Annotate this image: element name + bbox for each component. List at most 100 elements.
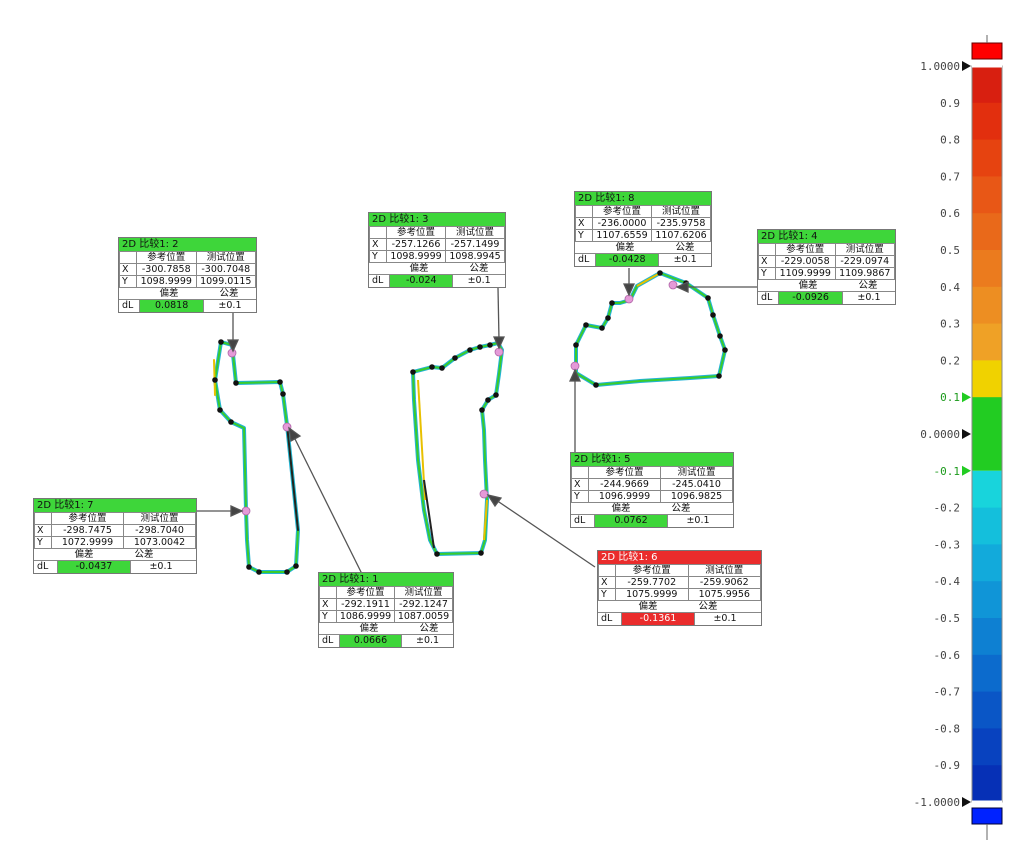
scale-tick-label: 0.1 [940,391,960,404]
dl-value: 0.0666 [339,635,402,647]
x-label: X [369,238,387,251]
scale-tick-label: 0.5 [940,244,960,257]
ref-header: 参考位置 [51,512,124,525]
scale-band [972,728,1002,766]
x-test: -292.1247 [394,598,453,611]
deviation-header: 偏差 [798,280,818,291]
callout-6[interactable]: 2D 比较1: 6 参考位置 测试位置 X -259.7702 -259.9062 Y… [597,550,762,626]
x-ref: -236.0000 [592,217,652,230]
dl-label: dL [369,275,391,287]
dl-value: 0.0762 [595,515,667,527]
callout-4[interactable]: 2D 比较1: 4 参考位置 测试位置 X -229.0058 -229.0974 Y… [757,229,896,305]
tolerance-header: 公差 [419,623,439,634]
ref-header: 参考位置 [336,586,395,599]
y-ref: 1109.9999 [775,267,836,280]
scale-band [972,765,1002,803]
ref-header: 参考位置 [775,243,836,256]
y-label: Y [571,490,589,503]
position-table: 参考位置 测试位置 X -298.7475 -298.7040 Y 1072.9999 1… [34,512,196,549]
test-header: 测试位置 [660,466,733,479]
scale-band [972,581,1002,619]
scale-marker [962,392,971,403]
dl-value: -0.0437 [58,561,130,573]
tolerance-value: ±0.1 [694,613,755,625]
y-ref: 1098.9999 [136,275,197,288]
scale-tick-label: 0.3 [940,318,960,331]
scale-tick-label: -0.4 [934,575,961,588]
deviation-header: 偏差 [615,242,635,253]
scale-marker [962,465,971,476]
callout-1[interactable]: 2D 比较1: 1 参考位置 测试位置 X -292.1911 -292.1247 Y… [318,572,454,648]
deviation-header: 偏差 [638,601,658,612]
callout-title: 2D 比较1: 5 [571,453,733,466]
callout-8[interactable]: 2D 比较1: 8 参考位置 测试位置 X -236.0000 -235.9758 Y… [574,191,712,267]
x-label: X [571,478,589,491]
x-label: X [575,217,593,230]
dl-label: dL [571,515,595,527]
y-test: 1098.9945 [445,250,505,263]
ref-header: 参考位置 [592,205,652,218]
position-table: 参考位置 测试位置 X -229.0058 -229.0974 Y 1109.9999 1… [758,243,895,280]
x-label: X [119,263,137,276]
position-table: 参考位置 测试位置 X -259.7702 -259.9062 Y 1075.9999 1… [598,564,761,601]
position-table: 参考位置 测试位置 X -257.1266 -257.1499 Y 1098.9999 1… [369,226,505,263]
under-limit-cap [971,807,1003,825]
scale-marker [962,797,971,807]
dl-label: dL [319,635,340,647]
callout-5[interactable]: 2D 比较1: 5 参考位置 测试位置 X -244.9669 -245.0410 Y… [570,452,734,528]
position-table: 参考位置 测试位置 X -292.1911 -292.1247 Y 1086.9999 1… [319,586,453,623]
y-test: 1107.6206 [651,229,711,242]
tolerance-value: ±0.1 [452,275,505,287]
callout-2[interactable]: 2D 比较1: 2 参考位置 测试位置 X -300.7858 -300.7048 Y… [118,237,257,313]
scale-band [972,213,1002,251]
tolerance-header: 公差 [219,288,239,299]
dl-value: -0.0428 [596,254,659,266]
y-test: 1073.0042 [123,536,196,549]
scale-band [972,691,1002,729]
x-test: -259.9062 [687,576,761,589]
x-ref: -257.1266 [386,238,446,251]
scale-tick-label: -0.9 [934,759,961,772]
y-ref: 1096.9999 [588,490,661,503]
test-header: 测试位置 [394,586,453,599]
leader-lines [196,268,757,575]
tolerance-value: ±0.1 [130,561,191,573]
x-test: -298.7040 [123,524,196,537]
scale-band [972,323,1002,361]
scale-marker [962,61,971,71]
x-ref: -298.7475 [51,524,124,537]
scale-band [972,507,1002,545]
y-label: Y [575,229,593,242]
y-ref: 1072.9999 [51,536,124,549]
scale-tick-label: 0.4 [940,281,960,294]
scale-tick-label: -0.7 [934,686,961,699]
scale-tick-label: -0.8 [934,722,961,735]
tolerance-value: ±0.1 [667,515,728,527]
dl-value: -0.0926 [779,292,842,304]
dl-value: -0.1361 [622,613,694,625]
y-label: Y [369,250,387,263]
dl-label: dL [119,300,141,312]
tolerance-header: 公差 [671,503,691,514]
y-label: Y [598,588,616,601]
scale-tick-label: 0.7 [940,170,960,183]
scale-band [972,66,1002,104]
callout-title: 2D 比较1: 1 [319,573,453,586]
ref-header: 参考位置 [588,466,661,479]
position-table: 参考位置 测试位置 X -236.0000 -235.9758 Y 1107.6559 1… [575,205,711,242]
y-ref: 1075.9999 [615,588,689,601]
y-test: 1075.9956 [687,588,761,601]
tolerance-header: 公差 [675,242,695,253]
y-test: 1096.9825 [660,490,733,503]
scale-band [972,139,1002,177]
ref-header: 参考位置 [615,564,689,577]
deviation-color-scale: 1.0000 0.9 0.8 0.7 0.6 0.5 0.4 0.3 0.2 0.1 0.0000 -… [900,35,1024,845]
scale-tick-label: -0.2 [934,502,961,515]
callout-7[interactable]: 2D 比较1: 7 参考位置 测试位置 X -298.7475 -298.7040 Y… [33,498,197,574]
scale-band [972,360,1002,398]
scale-band [972,286,1002,325]
deviation-header: 偏差 [611,503,631,514]
y-test: 1099.0115 [195,275,256,288]
callout-3[interactable]: 2D 比较1: 3 参考位置 测试位置 X -257.1266 -257.1499 Y… [368,212,506,288]
